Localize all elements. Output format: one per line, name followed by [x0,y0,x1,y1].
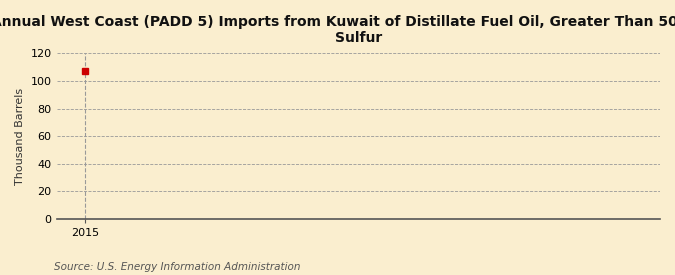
Text: Source: U.S. Energy Information Administration: Source: U.S. Energy Information Administ… [54,262,300,272]
Y-axis label: Thousand Barrels: Thousand Barrels [15,87,25,185]
Title: Annual West Coast (PADD 5) Imports from Kuwait of Distillate Fuel Oil, Greater T: Annual West Coast (PADD 5) Imports from … [0,15,675,45]
